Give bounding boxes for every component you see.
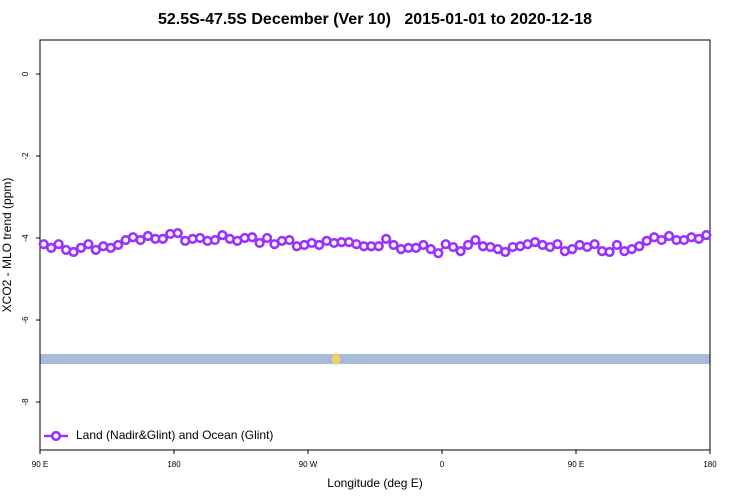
data-point: [433, 248, 444, 259]
data-point: [455, 246, 466, 257]
y-tick-label: -4: [21, 234, 30, 242]
data-point: [448, 241, 459, 253]
data-point: [693, 233, 704, 244]
chart-title: 52.5S-47.5S December (Ver 10) 2015-01-01…: [158, 11, 592, 28]
y-tick-label: -2: [21, 152, 30, 160]
data-point: [217, 230, 228, 241]
data-point: [611, 239, 623, 251]
data-point: [634, 241, 645, 252]
data-point: [388, 239, 399, 251]
y-tick-label: -6: [21, 316, 30, 324]
data-point: [500, 246, 511, 258]
x-axis-label: Longitude (deg E): [327, 476, 422, 490]
data-point: [247, 232, 258, 243]
y-tick-label: 0: [21, 71, 30, 76]
y-tick-label: -8: [21, 398, 30, 406]
data-point: [68, 246, 79, 258]
legend-marker: [50, 430, 62, 442]
data-point: [604, 246, 615, 258]
y-axis-label: XCO2 - MLO trend (ppm): [0, 178, 14, 313]
x-tick-label: 180: [167, 460, 181, 469]
data-point: [314, 239, 325, 251]
data-point: [381, 233, 392, 244]
surface-band: [40, 354, 710, 364]
data-point: [701, 230, 712, 241]
x-tick-label: 90 E: [568, 460, 584, 469]
data-point: [373, 241, 384, 252]
x-tick-label: 180: [703, 460, 717, 469]
data-point: [46, 242, 57, 253]
data-point: [418, 239, 429, 251]
data-point: [135, 234, 146, 246]
x-tick-label: 90 E: [32, 460, 48, 469]
data-point: [589, 239, 600, 250]
data-point: [462, 239, 474, 251]
data-point: [254, 237, 265, 249]
data-point: [53, 239, 64, 250]
data-point: [113, 239, 124, 251]
data-point: [261, 232, 273, 244]
x-tick-label: 0: [440, 460, 445, 469]
data-point: [209, 234, 221, 246]
data-point: [663, 230, 675, 242]
data-point: [284, 234, 295, 246]
x-tick-label: 90 W: [299, 460, 318, 469]
data-point: [38, 239, 49, 250]
legend-label: Land (Nadir&Glint) and Ocean (Glint): [76, 428, 273, 442]
data-point: [470, 234, 481, 246]
land-patch: [332, 353, 340, 365]
data-point: [552, 239, 563, 250]
data-point: [83, 239, 94, 250]
data-point: [157, 233, 168, 244]
data-point: [425, 244, 436, 255]
data-point: [172, 228, 183, 239]
data-point: [656, 234, 667, 246]
data-point: [90, 244, 101, 256]
data-point: [567, 244, 578, 255]
data-point: [75, 242, 87, 253]
data-point: [641, 235, 652, 246]
